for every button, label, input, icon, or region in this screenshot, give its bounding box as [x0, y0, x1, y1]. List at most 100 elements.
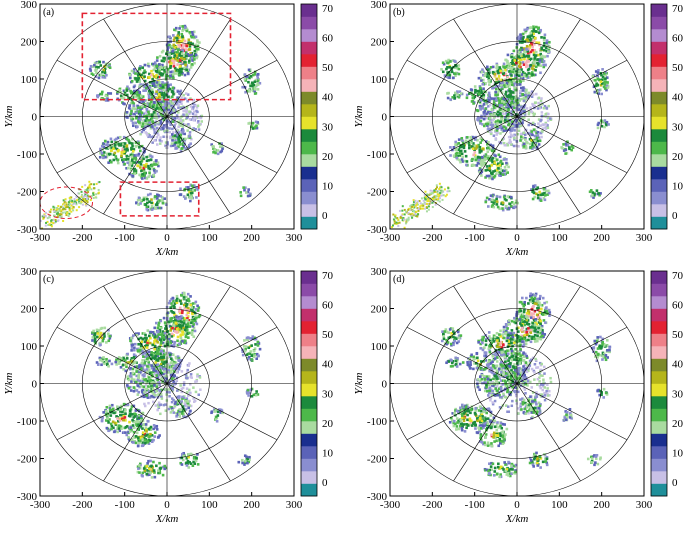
echo-pixel	[172, 343, 176, 347]
echo-pixel	[531, 133, 534, 137]
echo-pixel	[127, 97, 131, 100]
echo-pixel	[137, 73, 140, 77]
echo-pixel	[84, 184, 87, 187]
echo-pixel	[417, 209, 420, 212]
echo-pixel	[95, 193, 98, 196]
echo-pixel	[534, 92, 538, 96]
echo-pixel	[138, 379, 142, 383]
colorbar-swatch	[651, 91, 667, 105]
echo-pixel	[502, 65, 505, 69]
echo-pixel	[149, 73, 153, 77]
echo-pixel	[156, 112, 159, 116]
echo-pixel	[544, 121, 548, 125]
echo-pixel	[520, 52, 523, 56]
echo-pixel	[544, 189, 548, 193]
echo-pixel	[164, 334, 168, 337]
echo-pixel	[108, 63, 111, 66]
echo-pixel	[523, 113, 527, 116]
echo-pixel	[562, 149, 566, 152]
echo-pixel	[183, 332, 187, 335]
colorbar-swatch	[301, 166, 317, 180]
echo-pixel	[533, 104, 536, 108]
echo-pixel	[486, 155, 490, 158]
echo-pixel	[109, 149, 113, 153]
echo-pixel	[506, 195, 510, 198]
echo-pixel	[129, 153, 133, 157]
echo-pixel	[564, 148, 568, 152]
echo-pixel	[188, 135, 191, 138]
echo-pixel	[518, 41, 522, 44]
echo-pixel	[486, 111, 490, 114]
echo-pixel	[473, 148, 476, 151]
echo-pixel	[534, 50, 538, 54]
echo-pixel	[401, 219, 404, 222]
echo-pixel	[95, 71, 98, 75]
echo-pixel	[523, 133, 527, 136]
echo-pixel	[532, 53, 536, 57]
echo-pixel	[162, 135, 165, 139]
echo-pixel	[508, 202, 512, 206]
echo-pixel	[526, 76, 530, 79]
echo-pixel	[501, 126, 504, 130]
echo-pixel	[185, 28, 189, 32]
echo-pixel	[192, 184, 196, 187]
echo-pixel	[521, 76, 525, 80]
echo-pixel	[80, 200, 83, 203]
echo-pixel	[486, 122, 490, 126]
echo-pixel	[169, 341, 173, 345]
echo-pixel	[152, 108, 156, 111]
echo-pixel	[139, 370, 143, 374]
echo-pixel	[185, 113, 188, 116]
echo-pixel	[412, 210, 415, 213]
echo-pixel	[480, 89, 484, 93]
echo-pixel	[490, 149, 494, 153]
echo-pixel	[65, 201, 68, 204]
echo-pixel	[159, 93, 163, 97]
echo-pixel	[522, 136, 526, 140]
echo-pixel	[480, 149, 483, 153]
echo-pixel	[183, 66, 187, 70]
echo-pixel	[525, 59, 529, 63]
echo-pixel	[523, 103, 527, 107]
echo-pixel	[495, 203, 499, 206]
plot-area	[390, 4, 644, 229]
echo-pixel	[186, 72, 190, 75]
echo-pixel	[603, 125, 606, 129]
echo-pixel	[169, 64, 172, 68]
echo-pixel	[458, 154, 462, 157]
echo-pixel	[193, 110, 196, 113]
echo-pixel	[152, 68, 156, 72]
echo-pixel	[57, 205, 60, 208]
echo-pixel	[97, 181, 100, 184]
echo-pixel	[139, 343, 143, 347]
echo-pixel	[138, 90, 142, 94]
echo-pixel	[519, 135, 523, 139]
echo-pixel	[592, 85, 596, 89]
echo-pixel	[182, 129, 185, 133]
echo-pixel	[168, 121, 171, 124]
echo-pixel	[148, 121, 151, 125]
echo-pixel	[474, 158, 478, 162]
echo-pixel	[170, 48, 173, 52]
echo-pixel	[198, 123, 201, 127]
echo-pixel	[71, 203, 74, 206]
echo-pixel	[426, 200, 429, 203]
echo-pixel	[521, 48, 524, 52]
echo-pixel	[479, 91, 483, 95]
echo-pixel	[539, 197, 542, 201]
echo-pixel	[533, 49, 536, 52]
echo-pixel	[484, 157, 487, 161]
echo-pixel	[157, 133, 160, 137]
echo-pixel	[471, 164, 474, 167]
echo-pixel	[138, 351, 142, 354]
echo-pixel	[478, 156, 482, 159]
echo-pixel	[435, 198, 438, 201]
echo-pixel	[167, 85, 170, 89]
echo-pixel	[140, 104, 144, 108]
echo-pixel	[128, 160, 132, 164]
echo-pixel	[169, 144, 173, 148]
echo-pixel	[156, 349, 159, 353]
echo-pixel	[501, 81, 504, 85]
echo-pixel	[146, 359, 150, 362]
echo-pixel	[138, 121, 141, 124]
